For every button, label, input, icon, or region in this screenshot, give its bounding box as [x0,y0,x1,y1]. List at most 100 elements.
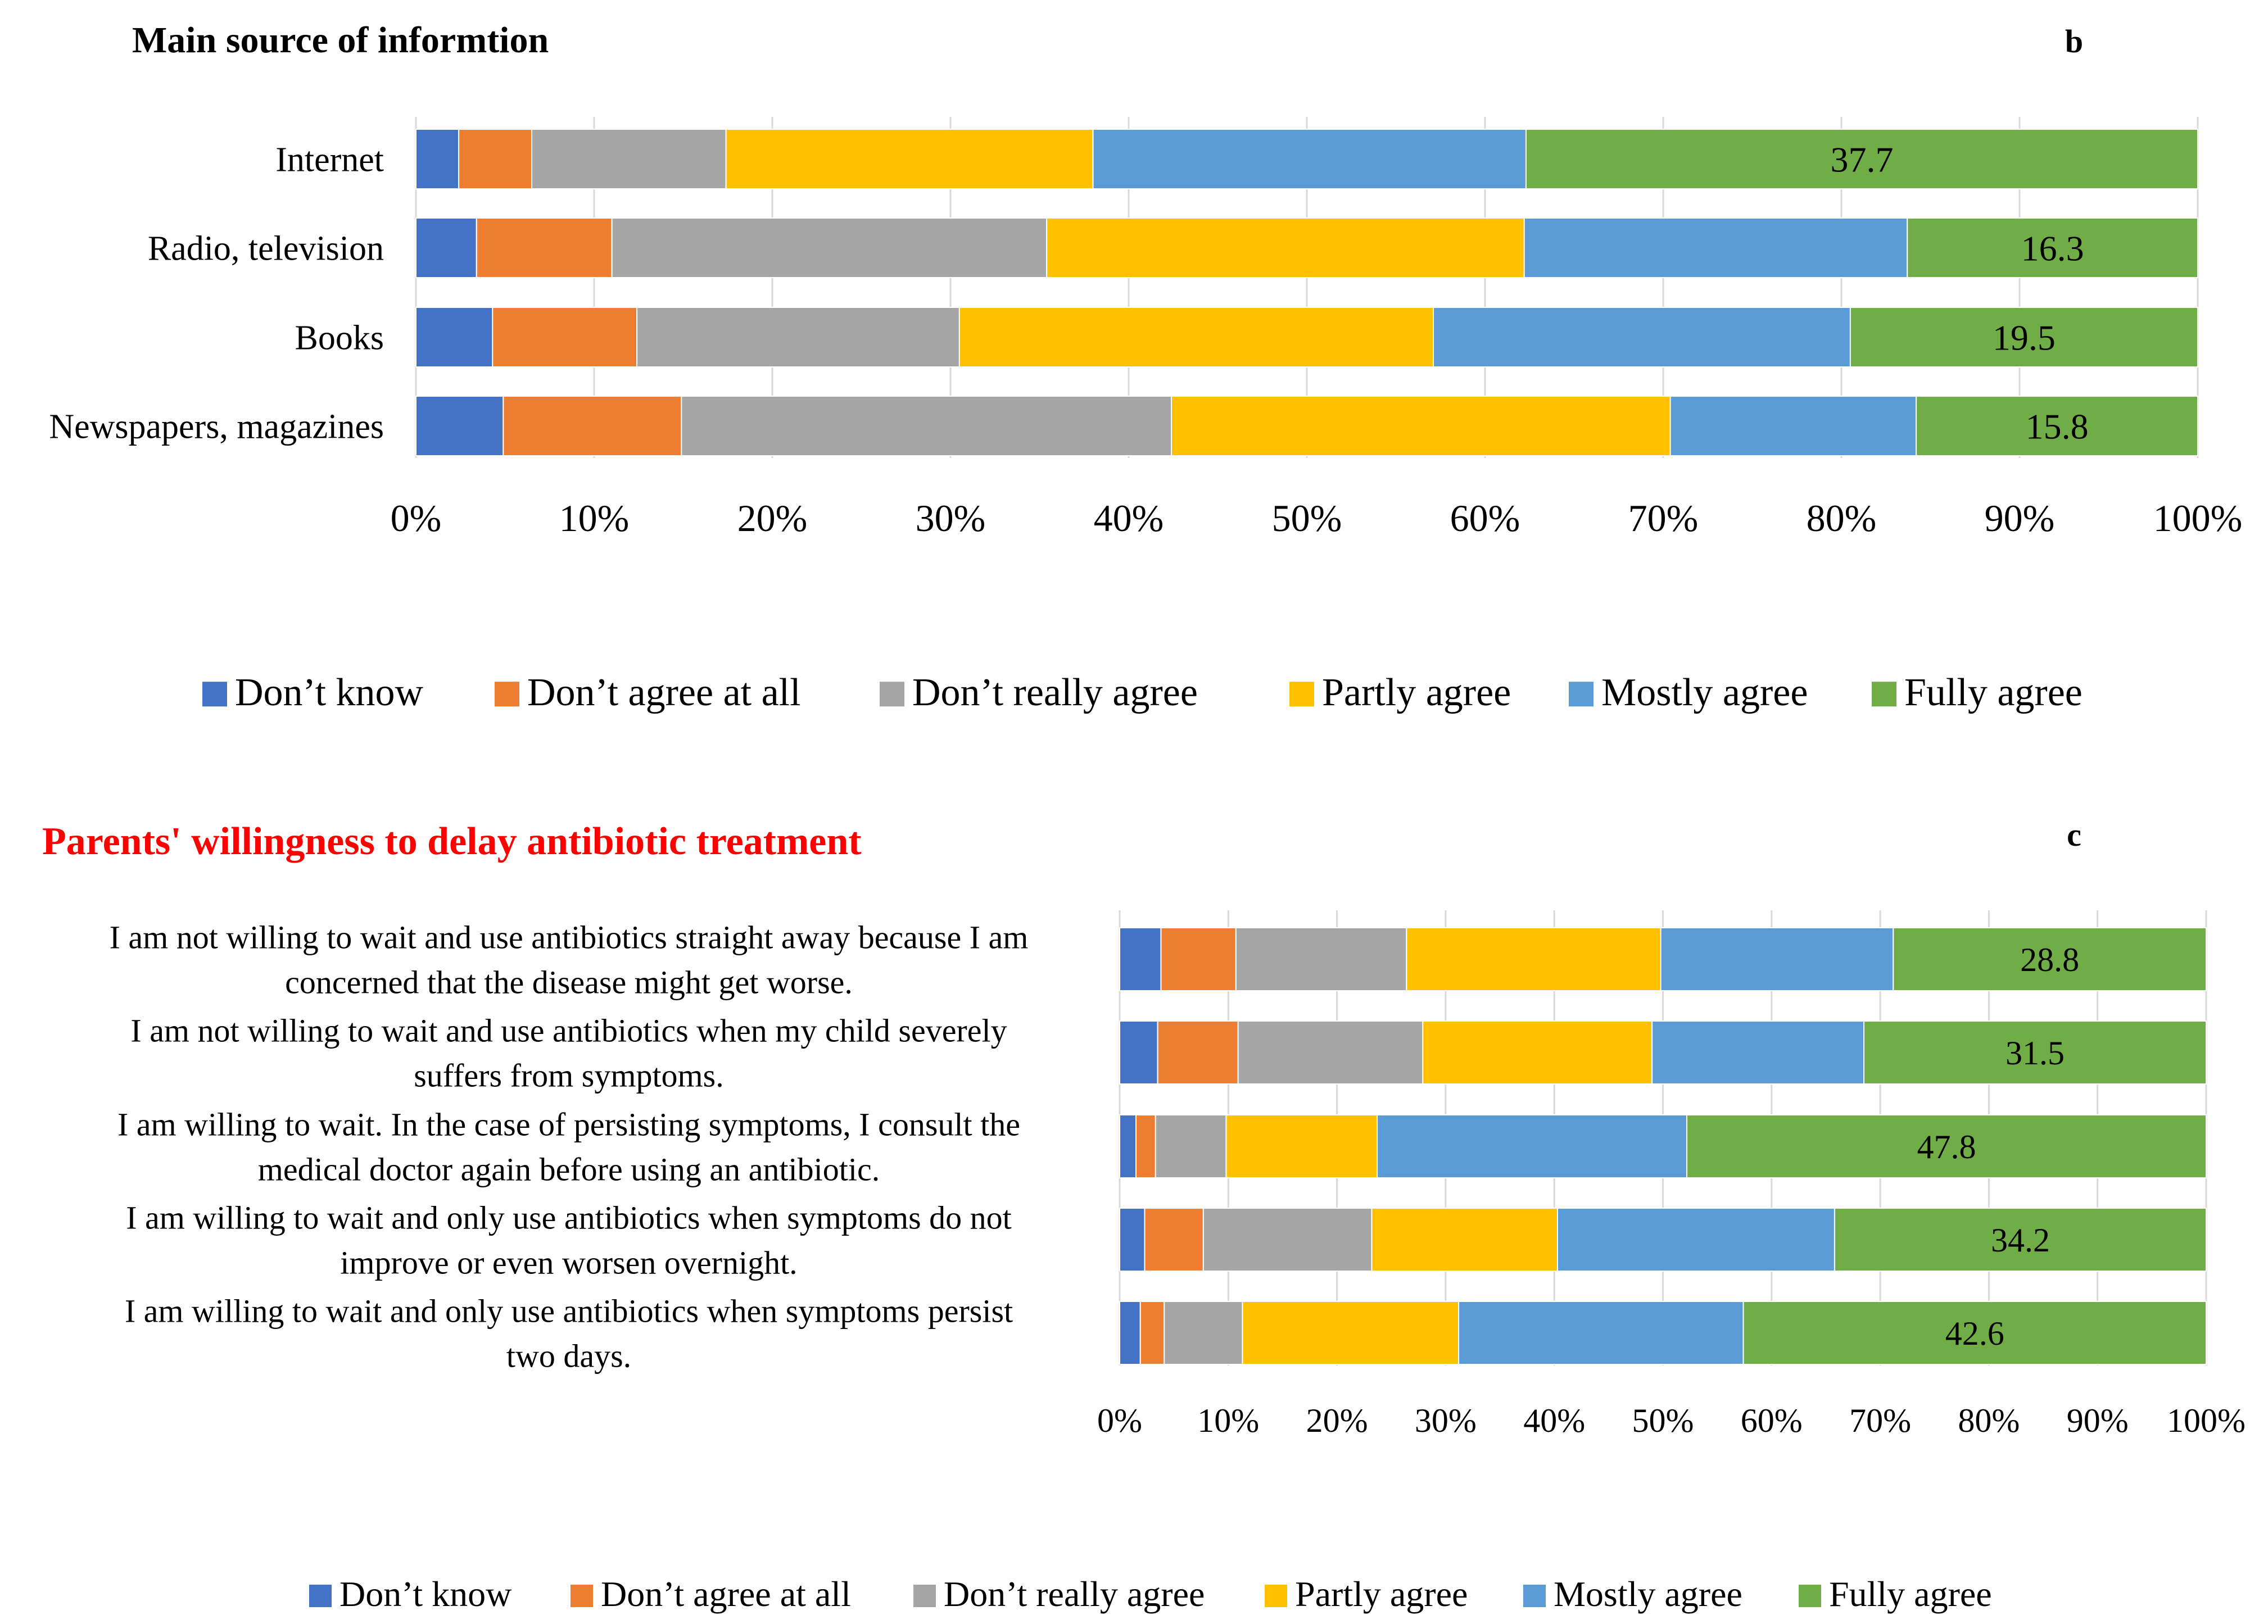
x-tick-label: 90% [2067,1402,2129,1439]
category-label: I am willing to wait and only use antibi… [126,1199,1012,1236]
bar-segment [1660,927,1894,991]
data-label: 37.7 [1830,139,1893,179]
bar-segment [1377,1114,1688,1178]
category-label: Radio, television [148,230,384,268]
legend-label: Partly agree [1322,671,1511,714]
bar-segment [681,396,1173,456]
category-label: I am willing to wait and only use antibi… [125,1292,1013,1329]
bar-segment [1742,1301,2207,1365]
x-tick-label: 70% [1849,1402,1911,1439]
data-label: 47.8 [1917,1128,1976,1165]
bar-segment [458,129,533,189]
bar-segment [415,217,477,278]
x-tick-label: 40% [1523,1402,1585,1439]
bar-segment [492,307,638,368]
legend-swatch [1799,1585,1821,1607]
category-label: I am not willing to wait and use antibio… [130,1012,1007,1049]
bar-segment [1525,129,2198,189]
bar-segment [1225,1114,1378,1178]
legend-swatch [880,682,904,707]
x-tick-label: 20% [737,497,808,539]
category-label: improve or even worsen overnight. [340,1244,797,1281]
category-label: I am not willing to wait and use antibio… [110,919,1029,955]
legend-label: Fully agree [1904,671,2083,714]
bar-segment [1164,1301,1243,1365]
x-tick-label: 50% [1272,497,1342,539]
chart-title: Main source of informtion [132,20,549,61]
bar-segment [1523,217,1908,278]
panel-label: c [2067,816,2081,853]
bar-segment [415,307,494,368]
category-label: concerned that the disease might get wor… [285,964,853,1000]
legend-label: Don’t really agree [944,1574,1205,1614]
bar-segment [1119,1114,1137,1178]
data-label: 16.3 [2021,228,2084,268]
bar-segment [1202,1208,1373,1272]
bar-segment [1242,1301,1460,1365]
bar-segment [1160,927,1237,991]
bar-segment [415,129,460,189]
bar-segment [1458,1301,1744,1365]
bar-segment [1669,396,1917,456]
x-tick-label: 10% [1197,1402,1259,1439]
bar-segment [1171,396,1671,456]
legend-label: Partly agree [1295,1574,1468,1614]
bar-segment [1119,1208,1146,1272]
legend-label: Fully agree [1829,1574,1992,1614]
bar-segment [725,129,1094,189]
x-tick-label: 60% [1741,1402,1803,1439]
legend-label: Don’t know [235,671,424,714]
bar-segment [1556,1208,1835,1272]
x-tick-label: 10% [559,497,630,539]
legend-label: Don’t agree at all [527,671,801,714]
bar-segment [958,307,1434,368]
bar-segment [1119,927,1162,991]
data-label: 28.8 [2020,941,2079,978]
data-label: 31.5 [2006,1035,2065,1072]
bar-segment [1119,1020,1158,1085]
x-tick-label: 30% [1415,1402,1477,1439]
legend-swatch [202,682,227,707]
x-tick-label: 20% [1306,1402,1368,1439]
category-label: I am willing to wait. In the case of per… [117,1106,1020,1142]
bar-segment [503,396,682,456]
bar-segment [1834,1208,2207,1272]
legend-swatch [1523,1585,1546,1607]
legend-label: Don’t agree at all [601,1574,851,1614]
legend-swatch [495,682,519,707]
legend-swatch [1872,682,1896,707]
x-tick-label: 70% [1628,497,1699,539]
category-label: Newspapers, magazines [49,408,384,446]
bar-segment [1893,927,2207,991]
bar-segment [1119,1301,1141,1365]
bar-segment [1155,1114,1227,1178]
category-label: Internet [275,141,384,179]
x-tick-label: 80% [1958,1402,2020,1439]
bar-segment [1092,129,1527,189]
legend-label: Mostly agree [1554,1574,1742,1614]
bar-segment [1157,1020,1239,1085]
bar-segment [415,396,504,456]
bar-segment [531,129,727,189]
x-tick-label: 100% [2167,1402,2246,1439]
bar-segment [1916,396,2198,456]
x-tick-label: 80% [1807,497,1877,539]
x-tick-label: 90% [1985,497,2055,539]
bar-segment [1907,217,2199,278]
bar-segment [636,307,960,368]
x-tick-label: 40% [1094,497,1164,539]
x-tick-label: 30% [916,497,986,539]
x-tick-label: 0% [391,497,442,539]
chart-title: Parents' willingness to delay antibiotic… [42,820,862,863]
legend-swatch [571,1585,593,1607]
data-label: 19.5 [1993,317,2056,357]
chart-panel-b: Main source of informtion b 0% 10% 20% 30% 40%… [49,20,2242,714]
legend-swatch [309,1585,332,1607]
category-label: two days. [506,1337,631,1374]
category-label: Books [295,319,384,357]
bar-segment [1235,927,1407,991]
x-tick-label: 0% [1097,1402,1142,1439]
legend-label: Mostly agree [1601,671,1808,714]
bar-segment [1433,307,1851,368]
